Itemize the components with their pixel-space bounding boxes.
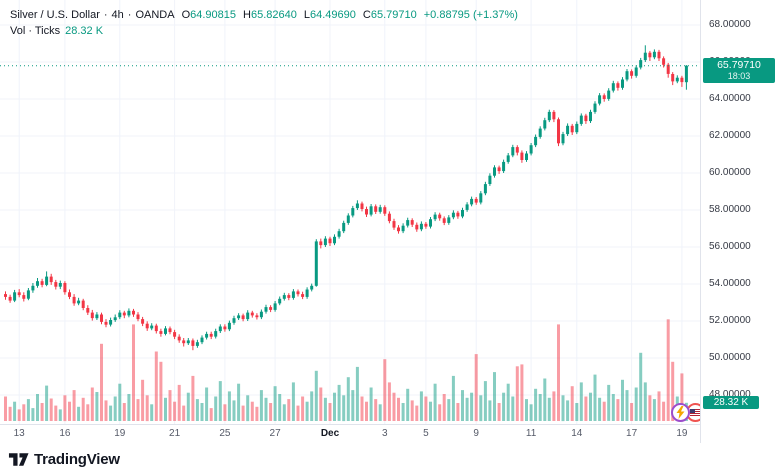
last-price-value: 65.79710 <box>717 58 761 71</box>
open-value: 64.90815 <box>190 9 237 21</box>
time-tick-label: Dec <box>320 428 340 439</box>
price-tick-label: 64.00000 <box>709 93 751 104</box>
time-tick-label: 16 <box>59 428 71 439</box>
candlestick-chart[interactable] <box>0 0 700 424</box>
lightning-bolt-icon <box>676 406 685 419</box>
tradingview-logo[interactable]: TradingView <box>8 451 120 468</box>
price-tick-label: 50.00000 <box>709 352 751 363</box>
chart-pane[interactable]: Silver / U.S. Dollar · 4h · OANDA O64.90815 H6… <box>0 0 700 424</box>
time-tick-label: 11 <box>525 428 537 439</box>
economic-event-lightning-icon[interactable] <box>671 403 690 422</box>
close-value: 65.79710 <box>370 9 417 21</box>
price-tick-label: 68.00000 <box>709 19 751 30</box>
price-tick-label: 54.00000 <box>709 278 751 289</box>
volume-axis-label: 28.32 K <box>703 395 759 409</box>
symbol-title[interactable]: Silver / U.S. Dollar <box>10 9 100 21</box>
time-tick-label: 19 <box>114 428 126 439</box>
low-letter: L <box>303 9 310 21</box>
price-axis[interactable]: 68.0000066.0000064.0000062.0000060.00000… <box>700 0 780 443</box>
price-tick-label: 56.00000 <box>709 241 751 252</box>
time-tick-label: 25 <box>219 428 231 439</box>
exchange-label: OANDA <box>135 9 175 21</box>
last-price-label: 65.79710 18:03 <box>703 57 775 83</box>
change-value: +0.88795 (+1.37%) <box>423 9 518 21</box>
tradingview-chart-widget: Silver / U.S. Dollar · 4h · OANDA O64.90815 H6… <box>0 0 780 443</box>
time-tick-label: 19 <box>676 428 688 439</box>
price-tick-label: 60.00000 <box>709 167 751 178</box>
separator: · <box>103 9 108 21</box>
interval-label[interactable]: 4h <box>111 9 124 21</box>
time-tick-label: 21 <box>169 428 181 439</box>
price-tick-label: 48.00000 <box>709 389 751 400</box>
tradingview-logo-icon <box>8 453 29 466</box>
us-flag-icon <box>690 408 700 417</box>
symbol-row: Silver / U.S. Dollar · 4h · OANDA O64.90815 H6… <box>10 7 518 23</box>
open-letter: O <box>181 9 191 21</box>
volume-study-label[interactable]: Vol · Ticks <box>10 25 61 37</box>
time-tick-label: 13 <box>13 428 25 439</box>
price-tick-label: 62.00000 <box>709 130 751 141</box>
price-tick-label: 52.00000 <box>709 315 751 326</box>
time-tick-label: 17 <box>626 428 638 439</box>
high-value: 65.82640 <box>250 9 297 21</box>
separator: · <box>127 9 132 21</box>
time-tick-label: 3 <box>382 428 388 439</box>
candles <box>4 45 688 351</box>
time-tick-label: 5 <box>423 428 429 439</box>
gridlines <box>0 0 700 424</box>
time-tick-label: 27 <box>269 428 281 439</box>
bar-countdown: 18:03 <box>727 70 751 81</box>
price-tick-label: 58.00000 <box>709 204 751 215</box>
time-tick-label: 14 <box>571 428 583 439</box>
low-value: 64.49690 <box>310 9 356 21</box>
time-tick-label: 9 <box>473 428 479 439</box>
volume-bars <box>4 319 688 422</box>
time-axis[interactable]: 13 16 19 21 25 27 Dec 3 5 9 11 14 17 19 <box>0 424 700 443</box>
volume-value: 28.32 K <box>65 25 104 37</box>
chart-legend: Silver / U.S. Dollar · 4h · OANDA O64.90815 H6… <box>10 7 518 39</box>
volume-row: Vol · Ticks 28.32 K <box>10 23 518 39</box>
close-letter: C <box>362 9 371 21</box>
tradingview-logo-text: TradingView <box>34 451 120 468</box>
high-letter: H <box>243 9 251 21</box>
